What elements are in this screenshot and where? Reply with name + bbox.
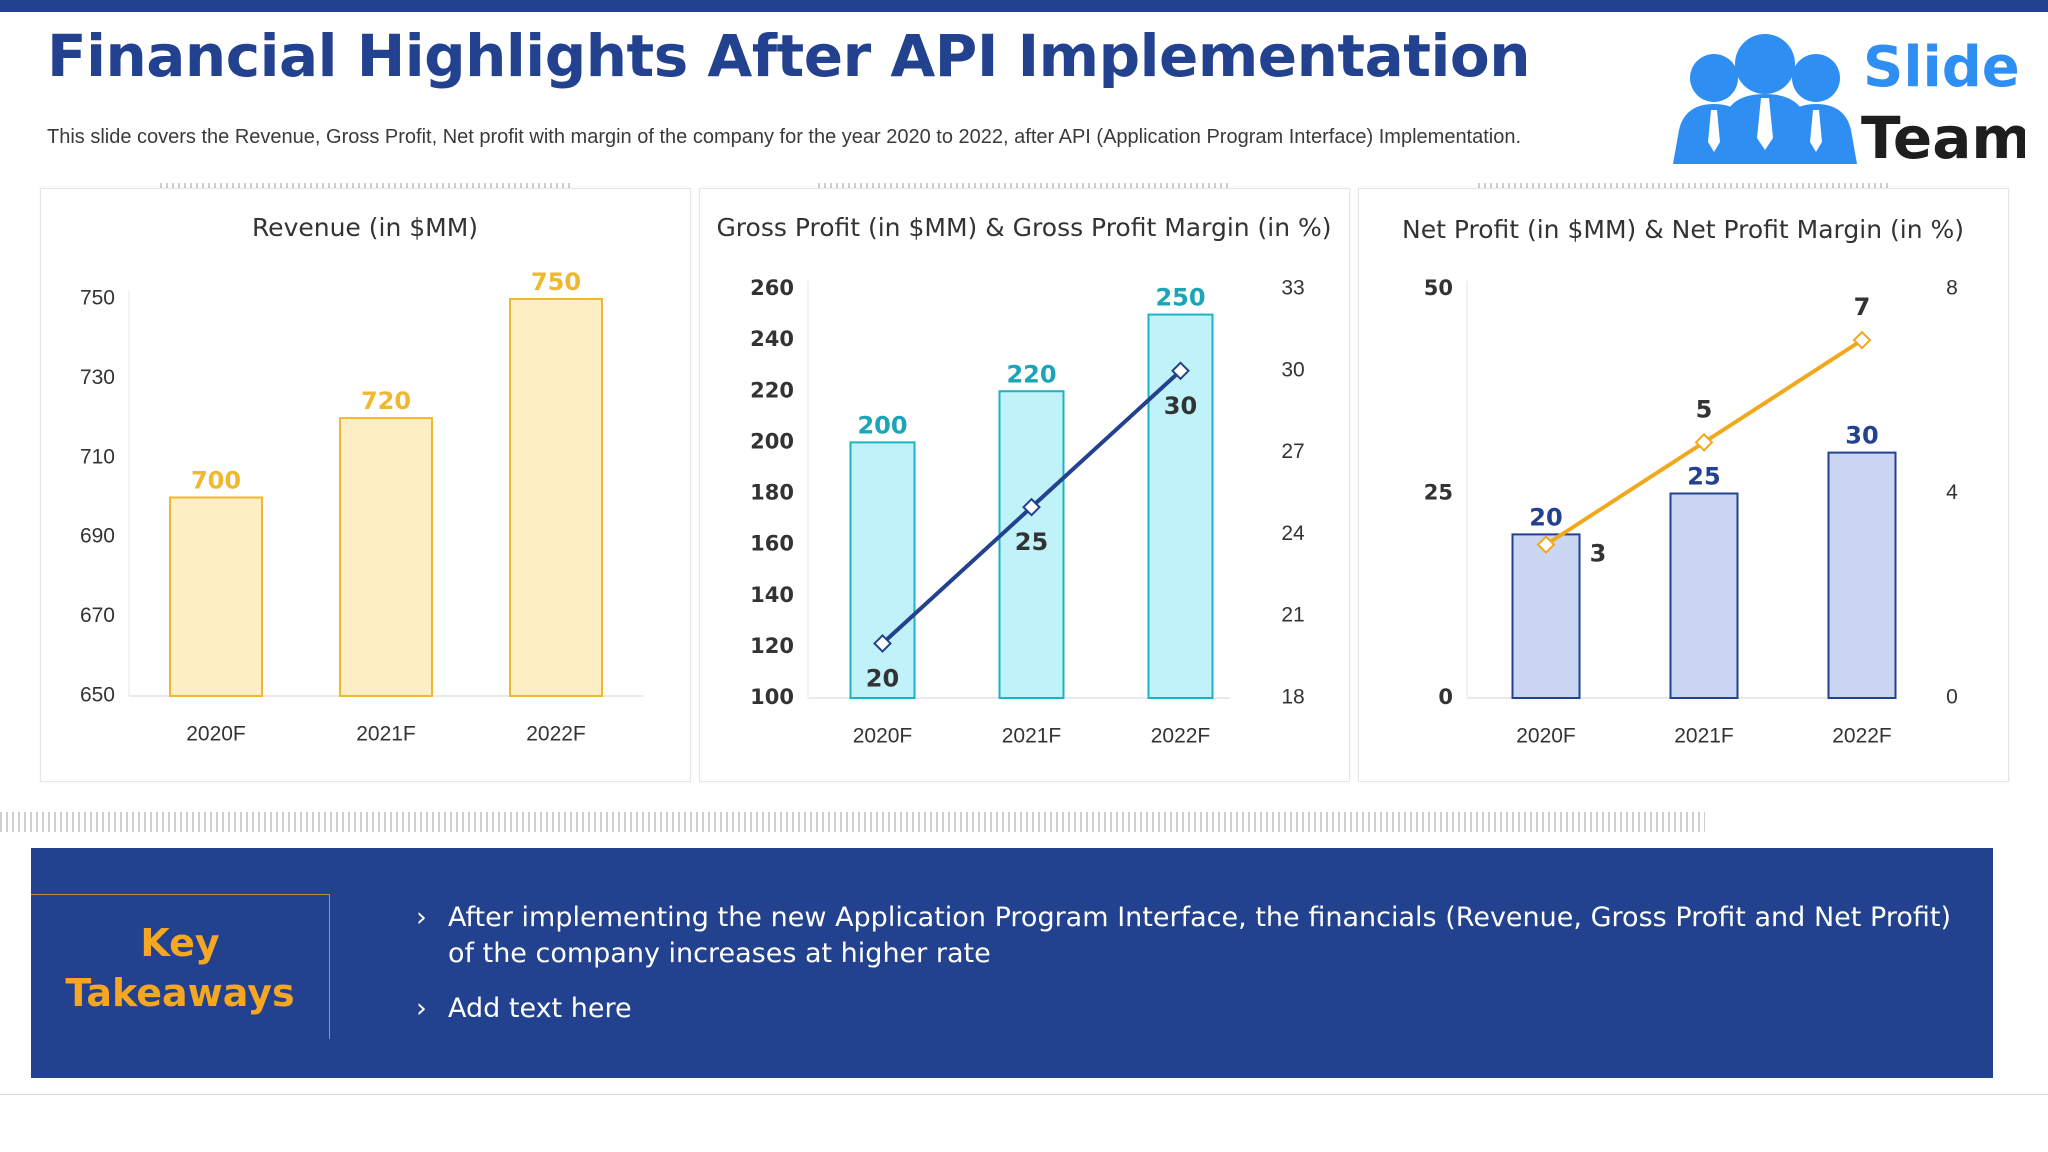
x-tick-label: 2021F	[356, 723, 416, 746]
x-tick-label: 2022F	[1832, 725, 1892, 748]
revenue-chart: Revenue (in $MM) 650 670 690 710 730 750 2020F 2…	[80, 213, 643, 746]
x-tick-label: 2022F	[526, 723, 586, 746]
chart-title: Net Profit (in $MM) & Net Profit Margin …	[1402, 215, 1964, 244]
bar-data-label: 220	[1006, 360, 1056, 388]
line-marker	[1852, 330, 1872, 350]
y2-tick-label: 30	[1281, 358, 1304, 381]
line-data-label: 25	[1015, 528, 1048, 556]
bar	[849, 441, 916, 699]
line-data-label: 30	[1164, 392, 1197, 420]
line-data-label: 5	[1696, 395, 1713, 423]
line-data-label: 20	[866, 664, 899, 692]
takeaway-list: › After implementing the new Application …	[416, 900, 1951, 1046]
x-tick-label: 2020F	[1516, 725, 1576, 748]
chart-title: Gross Profit (in $MM) & Gross Profit Mar…	[716, 213, 1331, 242]
bar-data-label: 30	[1845, 422, 1878, 450]
takeaway-text: After implementing the new Application P…	[448, 902, 1951, 969]
bottom-divider	[0, 1094, 2048, 1095]
net-profit-chart: Net Profit (in $MM) & Net Profit Margin …	[1402, 215, 1964, 748]
y-tick-label: 670	[80, 604, 115, 627]
bar	[1827, 451, 1897, 699]
bar	[1669, 492, 1739, 699]
line-marker	[1536, 535, 1556, 555]
people-group-icon	[1673, 34, 1857, 164]
takeaway-item: › Add text here	[416, 991, 1951, 1027]
top-accent-bar	[0, 0, 2048, 12]
x-tick-label: 2021F	[1002, 725, 1062, 748]
y2-tick-label: 27	[1281, 440, 1304, 463]
y-tick-label: 180	[750, 481, 794, 505]
logo-word-team: Team	[1861, 104, 2025, 166]
y-tick-label: 240	[750, 327, 794, 351]
y-tick-label: 690	[80, 525, 115, 548]
y2-tick-label: 24	[1281, 522, 1305, 545]
y-tick-label: 750	[80, 287, 115, 310]
key-takeaways-heading-line1: Key	[140, 921, 220, 965]
revenue-chart-panel: Revenue (in $MM) 650 670 690 710 730 750 2020F 2…	[40, 188, 691, 782]
key-takeaways-heading: Key Takeaways	[31, 918, 329, 1018]
bar	[339, 417, 433, 697]
y2-tick-label: 33	[1281, 277, 1304, 300]
takeaway-text: Add text here	[448, 993, 632, 1024]
y-tick-label: 730	[80, 366, 115, 389]
y2-tick-label: 0	[1946, 686, 1958, 709]
chevron-right-icon: ›	[416, 993, 427, 1024]
line-data-label: 7	[1854, 293, 1871, 321]
bar-data-label: 250	[1155, 284, 1205, 312]
y-tick-label: 260	[750, 276, 794, 300]
line-marker	[1171, 361, 1190, 381]
logo-word-slide: Slide	[1863, 35, 2020, 100]
y-tick-label: 50	[1424, 276, 1453, 300]
line-marker	[1022, 497, 1041, 517]
y-tick-label: 710	[80, 445, 115, 468]
y2-tick-label: 21	[1281, 604, 1304, 627]
bar-data-label: 200	[857, 411, 907, 439]
net-profit-chart-panel: Net Profit (in $MM) & Net Profit Margin …	[1358, 188, 2009, 782]
y-tick-label: 140	[750, 583, 794, 607]
bar	[169, 496, 263, 697]
y-tick-label: 160	[750, 532, 794, 556]
key-takeaways-section: Key Takeaways › After implementing the ne…	[31, 848, 1993, 1078]
gross-profit-chart-panel: Gross Profit (in $MM) & Gross Profit Mar…	[699, 188, 1350, 782]
y-tick-label: 100	[750, 685, 794, 709]
decorative-tick-strip	[0, 812, 1705, 832]
y2-tick-label: 4	[1946, 481, 1958, 504]
y-tick-label: 0	[1438, 685, 1453, 709]
page-title: Financial Highlights After API Implement…	[47, 22, 1531, 90]
bar	[509, 298, 603, 697]
y-tick-label: 25	[1424, 481, 1453, 505]
y-tick-label: 200	[750, 429, 794, 453]
bar	[1511, 533, 1581, 699]
x-tick-label: 2021F	[1674, 725, 1734, 748]
bar-data-label: 20	[1529, 503, 1562, 531]
bar-data-label: 720	[361, 387, 411, 415]
bar-data-label: 700	[191, 467, 241, 495]
y-tick-label: 650	[80, 684, 115, 707]
takeaway-item: › After implementing the new Application …	[416, 900, 1951, 972]
key-takeaways-frame	[31, 894, 330, 1039]
line-marker	[1694, 432, 1714, 452]
x-tick-label: 2022F	[1151, 725, 1211, 748]
key-takeaways-heading-line2: Takeaways	[65, 971, 295, 1015]
chevron-right-icon: ›	[416, 902, 427, 933]
y-tick-label: 220	[750, 378, 794, 402]
y-tick-label: 120	[750, 634, 794, 658]
slideteam-logo: Slide Team	[1665, 26, 2025, 166]
y2-tick-label: 18	[1281, 686, 1304, 709]
chart-title: Revenue (in $MM)	[252, 213, 478, 242]
line-data-label: 3	[1590, 540, 1607, 568]
x-tick-label: 2020F	[853, 725, 913, 748]
y2-tick-label: 8	[1946, 277, 1958, 300]
bar	[998, 390, 1065, 699]
bar-data-label: 750	[531, 268, 581, 296]
page-subtitle: This slide covers the Revenue, Gross Pro…	[47, 126, 1522, 148]
line-marker	[873, 634, 892, 653]
x-tick-label: 2020F	[186, 723, 246, 746]
bar-data-label: 25	[1687, 463, 1720, 491]
gross-profit-chart: Gross Profit (in $MM) & Gross Profit Mar…	[716, 213, 1331, 748]
